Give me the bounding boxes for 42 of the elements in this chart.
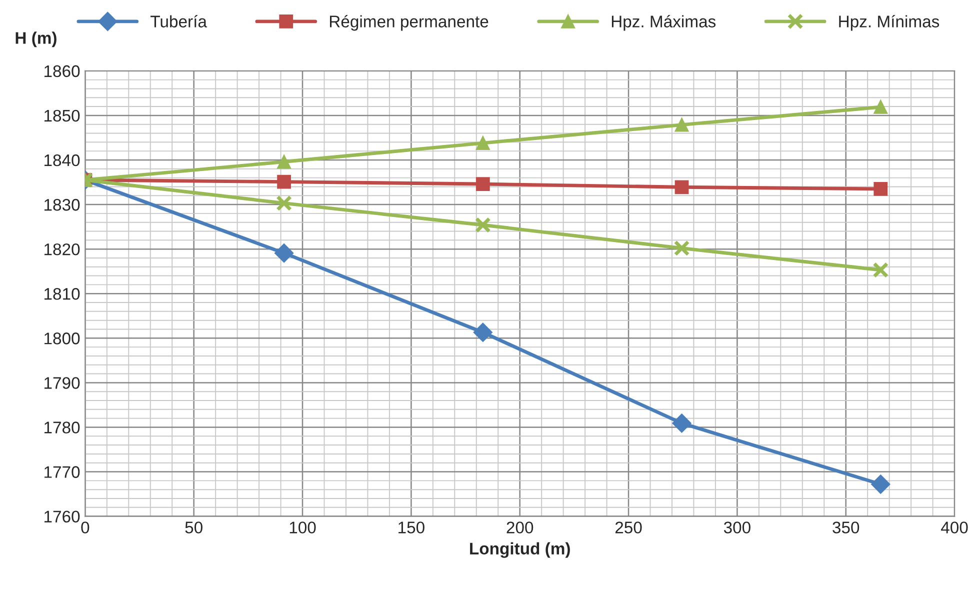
- point: [674, 240, 690, 256]
- y-tick-label: 1760: [44, 510, 80, 523]
- x-tick-label: 50: [185, 522, 202, 534]
- point: [874, 182, 888, 196]
- point: [274, 244, 294, 263]
- point: [476, 136, 490, 150]
- y-tick-label: 1820: [44, 243, 80, 256]
- y-tick-label: 1790: [44, 377, 80, 389]
- point: [476, 177, 490, 191]
- y-tick-label: 1770: [44, 466, 80, 478]
- point: [277, 154, 291, 169]
- x-axis-title: Longitud (m): [470, 542, 570, 558]
- x-tick-label: 250: [615, 522, 642, 534]
- x-tick-label: 300: [724, 522, 750, 534]
- point: [276, 195, 292, 212]
- y-tick-label: 1840: [44, 154, 80, 166]
- y-tick-label: 1860: [44, 65, 80, 78]
- point: [872, 262, 889, 278]
- x-tick-label: 150: [398, 522, 424, 534]
- point: [277, 174, 291, 189]
- x-tick-label: 0: [81, 522, 90, 534]
- legend-label: Hpz. Máximas: [612, 15, 716, 31]
- x-tick-label: 350: [832, 522, 860, 534]
- y-tick-label: 1810: [44, 288, 80, 300]
- x-tick-label: 100: [290, 522, 316, 534]
- point: [473, 322, 492, 342]
- point: [874, 100, 888, 114]
- point: [871, 474, 890, 494]
- legend-label: Tubería: [150, 15, 207, 28]
- y-tick-label: 1780: [44, 422, 80, 434]
- legend-label: Régimen permanente: [330, 15, 488, 31]
- x-tick-label: 400: [941, 522, 968, 534]
- y-tick-label: 1800: [44, 332, 80, 344]
- y-tick-label: 1850: [44, 110, 80, 122]
- point: [672, 414, 692, 433]
- y-tick-label: 1830: [44, 198, 80, 211]
- x-tick-label: 200: [506, 522, 534, 534]
- point: [474, 217, 491, 233]
- legend-label: Hpz. Mínimas: [839, 15, 940, 31]
- point: [674, 118, 689, 132]
- y-axis-title: H (m): [16, 32, 56, 48]
- point: [674, 180, 689, 194]
